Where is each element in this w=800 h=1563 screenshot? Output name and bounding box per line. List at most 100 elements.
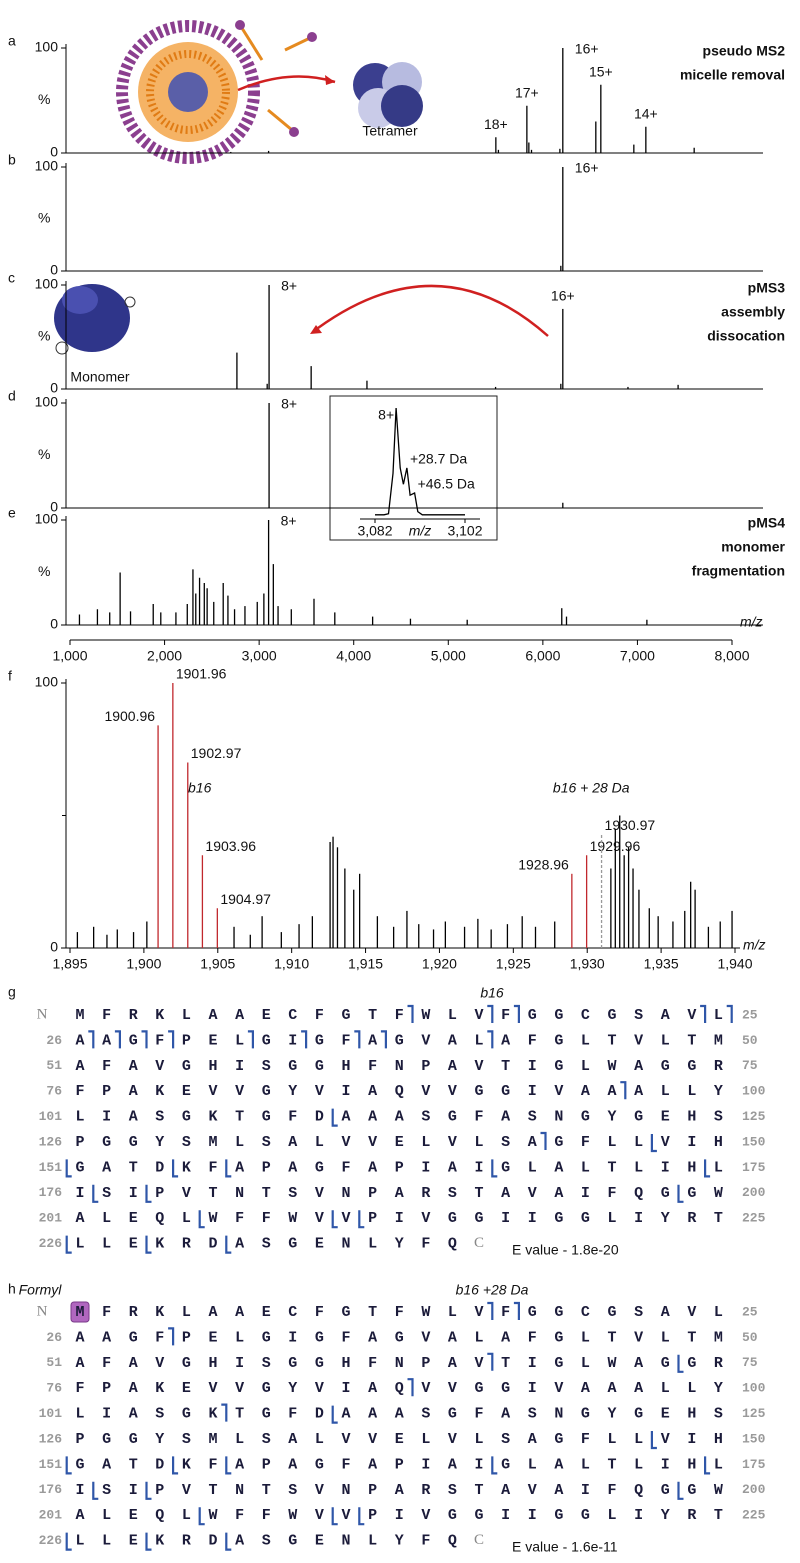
row-end-number: 100 xyxy=(742,1084,766,1099)
sequence-header: b16 xyxy=(480,985,504,1001)
y-axis-label: % xyxy=(38,91,50,107)
row-start-number: 151 xyxy=(39,1457,63,1472)
panel-annotation: pseudo MS2 xyxy=(703,43,786,59)
row-start-number: 51 xyxy=(46,1355,62,1370)
row-end-number: 150 xyxy=(742,1134,766,1149)
residues: PGGYSMLSALVVELVLSAGFLLVIH xyxy=(76,1431,741,1448)
y-tick-label: 100 xyxy=(35,39,59,55)
b-ion-marker xyxy=(168,1030,175,1049)
c-terminus: C xyxy=(474,1532,484,1548)
y-ion-marker xyxy=(65,1532,72,1551)
y-ion-marker xyxy=(650,1134,657,1153)
x-tick-label: 1,920 xyxy=(422,956,457,972)
row-start-number: 101 xyxy=(39,1406,63,1421)
peak-label: 15+ xyxy=(589,63,613,79)
y-ion-marker xyxy=(145,1235,152,1254)
residues: LLEKRDASGENLYFQ xyxy=(76,1533,475,1550)
arrow xyxy=(237,75,336,92)
n-terminus: N xyxy=(37,1303,48,1319)
panel-letter: h xyxy=(8,1281,16,1297)
panel-letter: e xyxy=(8,505,16,521)
panel-letter: a xyxy=(8,33,16,49)
row-start-number: 201 xyxy=(39,1211,63,1226)
residues: AAGFPELGIGFAGVALAFGLTVLTM xyxy=(76,1032,741,1049)
panel-annotation: pMS3 xyxy=(748,280,786,296)
x-tick-label: 1,895 xyxy=(52,956,87,972)
residues: AFAVGHISGGHFNPAVTIGLWAGGR xyxy=(76,1355,741,1372)
row-end-number: 25 xyxy=(742,1304,758,1319)
b-ion-marker xyxy=(380,1030,387,1049)
row-end-number: 75 xyxy=(742,1058,758,1073)
x-tick-label: 1,905 xyxy=(200,956,235,972)
row-end-number: 50 xyxy=(742,1033,758,1048)
y-tick-label: 100 xyxy=(35,276,59,292)
row-start-number: 176 xyxy=(39,1482,63,1497)
b-ion-marker xyxy=(513,1301,520,1320)
b-ion-marker xyxy=(487,1004,494,1023)
row-end-number: 125 xyxy=(742,1109,766,1124)
peak-label: +28.7 Da xyxy=(410,451,467,467)
row-start-number: 26 xyxy=(46,1033,62,1048)
row-end-number: 175 xyxy=(742,1457,766,1472)
panel-letter: c xyxy=(8,270,15,286)
row-start-number: 201 xyxy=(39,1508,63,1523)
y-ion-marker xyxy=(225,1456,232,1475)
x-axis-label: m/z xyxy=(743,937,766,953)
y-tick-label: 0 xyxy=(50,499,58,515)
y-ion-marker xyxy=(491,1159,498,1178)
peak-label: 1904.97 xyxy=(220,891,271,907)
peak-label: 1901.96 xyxy=(176,666,227,682)
row-start-number: 51 xyxy=(46,1058,62,1073)
c-terminus: C xyxy=(474,1235,484,1251)
b-ion-marker xyxy=(487,1352,494,1371)
b-ion-marker xyxy=(513,1004,520,1023)
b-ion-marker xyxy=(487,1301,494,1320)
x-tick-label: 6,000 xyxy=(525,648,560,664)
residues: GATDKFAPAGFAPIAIGLALTLIHL xyxy=(76,1456,741,1473)
residues: MFRKLAAECFGTFWLVFGGCGSAVL xyxy=(76,1007,741,1024)
row-start-number: 126 xyxy=(39,1431,63,1446)
monomer-illustration xyxy=(54,284,136,355)
y-ion-marker xyxy=(677,1481,684,1500)
y-ion-marker xyxy=(704,1456,711,1475)
residues: LIASGKTGFDAAASGFASNGYGEHS xyxy=(76,1406,741,1423)
x-tick-label: 1,910 xyxy=(274,956,309,972)
residues: ISIPVTNTSVNPARSTAVAIFQGGW xyxy=(76,1482,741,1499)
residues: ALEQLWFFWVVPIVGGIIGGLIYRT xyxy=(76,1210,741,1227)
y-ion-marker xyxy=(172,1456,179,1475)
residues: ISIPVTNTSVNPARSTAVAIFQGGW xyxy=(76,1185,741,1202)
row-start-number: 101 xyxy=(39,1109,63,1124)
row-start-number: 226 xyxy=(39,1533,63,1548)
modification-label: Formyl xyxy=(19,1282,63,1298)
y-tick-label: 100 xyxy=(35,394,59,410)
y-ion-marker xyxy=(225,1532,232,1551)
y-ion-marker xyxy=(331,1405,338,1424)
e-value: E value - 1.8e-20 xyxy=(512,1241,619,1257)
row-end-number: 225 xyxy=(742,1508,766,1523)
panel-annotation: monomer xyxy=(721,539,785,555)
b-ion-marker xyxy=(354,1030,361,1049)
sequence-header: b16 +28 Da xyxy=(456,1282,529,1298)
panel-annotation: assembly xyxy=(721,304,785,320)
y-tick-label: 0 xyxy=(50,616,58,632)
y-ion-marker xyxy=(145,1184,152,1203)
residues: ALEQLWFFWVVPIVGGIIGGLIYRT xyxy=(76,1507,741,1524)
y-ion-marker xyxy=(677,1354,684,1373)
residues: AAGFPELGIGFAGVALAFGLTVLTM xyxy=(76,1329,741,1346)
residues: GATDKFAPAGFAPIAIGLALTLIHL xyxy=(76,1159,741,1176)
panel-annotation: dissocation xyxy=(707,328,785,344)
y-tick-label: 0 xyxy=(50,939,58,955)
b-ion-marker xyxy=(540,1131,547,1150)
x-tick-label: 1,900 xyxy=(126,956,161,972)
residues: LLEKRDASGENLYFQ xyxy=(76,1236,475,1253)
x-tick-label: 7,000 xyxy=(620,648,655,664)
peak-label: 1930.97 xyxy=(605,817,656,833)
peak-label: 1902.97 xyxy=(191,745,242,761)
series-label: b16 + 28 Da xyxy=(553,780,630,796)
x-tick-label: 3,082 xyxy=(357,523,392,539)
peak-label: 16+ xyxy=(575,160,599,176)
row-end-number: 200 xyxy=(742,1185,766,1200)
peak-label: 8+ xyxy=(281,278,297,294)
modification-box xyxy=(70,1301,90,1323)
